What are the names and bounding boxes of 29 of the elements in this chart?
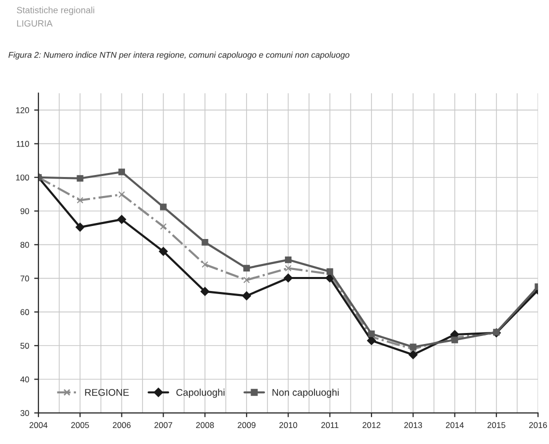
x-tick-label: 2006 [112, 422, 131, 428]
legend-label: Non capoluoghi [272, 388, 339, 398]
y-tick-label: 80 [20, 242, 30, 248]
x-tick-label: 2007 [154, 422, 172, 428]
x-tick-label: 2015 [488, 422, 506, 428]
x-tick-label: 2008 [196, 422, 214, 428]
y-tick-label: 90 [20, 208, 30, 214]
y-tick-label: 70 [20, 276, 30, 282]
x-tick-label: 2014 [446, 422, 464, 428]
x-tick-label: 2004 [30, 422, 48, 428]
text: Statistiche regionali [16, 6, 94, 16]
legend-label: REGIONE [85, 388, 129, 396]
text: LIGURIA [17, 20, 53, 27]
x-tick-label: 2016 [529, 422, 547, 428]
y-tick-label: 110 [16, 140, 30, 147]
y-tick-label: 120 [16, 107, 30, 114]
y-tick-label: 60 [20, 309, 30, 316]
x-tick-label: 2005 [71, 422, 89, 428]
x-tick-label: 2010 [279, 422, 298, 428]
y-tick-label: 40 [20, 376, 30, 382]
chart-title: Figura 2: Numero indice NTN per intera regione, comuni capoluogo e comuni non capoluogo [8, 52, 350, 60]
legend-label: Capoluoghi [176, 388, 224, 398]
y-tick-label: 50 [20, 342, 30, 349]
y-tick-label: 100 [16, 174, 30, 180]
x-tick-label: 2009 [238, 422, 256, 428]
x-tick-label: 2012 [362, 422, 380, 428]
y-tick-label: 30 [20, 410, 30, 416]
x-tick-label: 2011 [321, 422, 338, 428]
x-tick-label: 2013 [404, 422, 422, 428]
